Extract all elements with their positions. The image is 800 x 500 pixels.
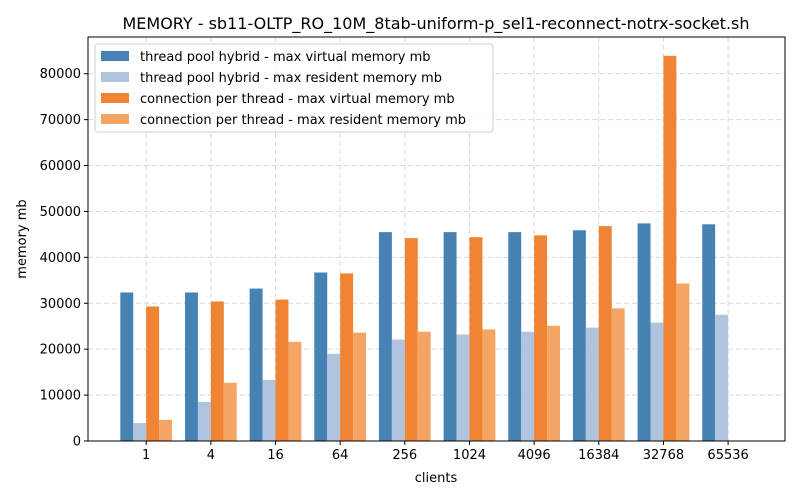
bar-1-16384 (585, 327, 599, 441)
y-tick-label: 0 (73, 435, 81, 450)
bar-3-16 (288, 341, 302, 441)
bars (120, 55, 729, 442)
legend-swatch (101, 93, 129, 103)
y-axis-label: memory mb (15, 199, 30, 278)
x-axis: 1 4 16 64 256 1024 4096 16384 32768 65536 (142, 441, 749, 463)
bar-2-1024 (469, 237, 483, 441)
bar-3-256 (417, 331, 431, 441)
bar-1-1024 (456, 334, 470, 441)
bar-0-1 (120, 292, 134, 441)
y-tick-label: 60000 (40, 159, 81, 174)
y-tick-label: 10000 (40, 389, 81, 404)
x-tick-label: 32768 (643, 448, 684, 463)
bar-1-64 (327, 353, 341, 441)
x-tick-label: 256 (392, 448, 417, 463)
legend-swatch (101, 114, 129, 124)
chart-title: MEMORY - sb11-OLTP_RO_10M_8tab-uniform-p… (122, 14, 749, 34)
bar-1-65536 (715, 314, 729, 441)
bar-3-32768 (676, 283, 690, 441)
bar-1-32768 (650, 322, 664, 441)
bar-2-1 (146, 306, 160, 441)
bar-0-1024 (443, 232, 457, 441)
bar-3-64 (353, 332, 367, 441)
x-tick-label: 4096 (518, 448, 551, 463)
legend-entry: thread pool hybrid - max resident memory… (140, 71, 442, 86)
bar-3-1024 (482, 329, 496, 441)
bar-0-64 (314, 272, 328, 441)
bar-3-4 (223, 382, 237, 441)
bar-1-16 (262, 379, 276, 441)
bar-0-65536 (702, 224, 716, 441)
y-tick-label: 50000 (40, 205, 81, 220)
bar-3-4096 (547, 325, 560, 441)
y-tick-label: 30000 (40, 297, 81, 312)
bar-0-32768 (637, 223, 651, 441)
legend-box (94, 43, 494, 133)
bar-1-256 (391, 339, 405, 441)
bar-1-4 (197, 401, 211, 441)
bar-0-16384 (572, 230, 586, 441)
legend: thread pool hybrid - max virtual memory … (94, 43, 494, 133)
bar-3-16384 (611, 308, 625, 441)
x-tick-label: 65536 (707, 448, 748, 463)
bar-0-256 (378, 232, 392, 441)
x-tick-label: 64 (332, 448, 349, 463)
x-axis-label: clients (415, 471, 458, 486)
y-tick-label: 70000 (40, 113, 81, 128)
y-tick-label: 40000 (40, 251, 81, 266)
y-tick-label: 20000 (40, 343, 81, 358)
x-tick-label: 16384 (578, 448, 619, 463)
bar-1-4096 (521, 331, 535, 441)
x-tick-label: 16 (267, 448, 284, 463)
bar-1-1 (133, 423, 147, 441)
x-tick-label: 1024 (453, 448, 486, 463)
legend-swatch (101, 72, 129, 82)
y-tick-label: 80000 (40, 67, 81, 82)
legend-entry: connection per thread - max resident mem… (140, 113, 466, 128)
legend-entry: connection per thread - max virtual memo… (140, 92, 455, 107)
bar-2-64 (340, 273, 354, 441)
bar-0-4096 (508, 232, 522, 441)
bar-2-16 (275, 299, 289, 441)
x-tick-label: 1 (142, 448, 150, 463)
x-tick-label: 4 (207, 448, 215, 463)
legend-swatch (101, 51, 129, 61)
bar-2-16384 (598, 226, 612, 441)
bar-3-1 (159, 419, 173, 441)
bar-2-32768 (663, 55, 677, 442)
y-axis: 0 10000 20000 30000 40000 50000 60000 70000 8000… (40, 67, 88, 450)
bar-0-16 (249, 288, 263, 441)
bar-2-4 (210, 301, 224, 441)
legend-entry: thread pool hybrid - max virtual memory … (140, 50, 431, 65)
bar-2-256 (404, 238, 418, 441)
plot-frame (87, 36, 786, 442)
bar-2-4096 (534, 235, 548, 441)
bar-0-4 (184, 292, 198, 441)
